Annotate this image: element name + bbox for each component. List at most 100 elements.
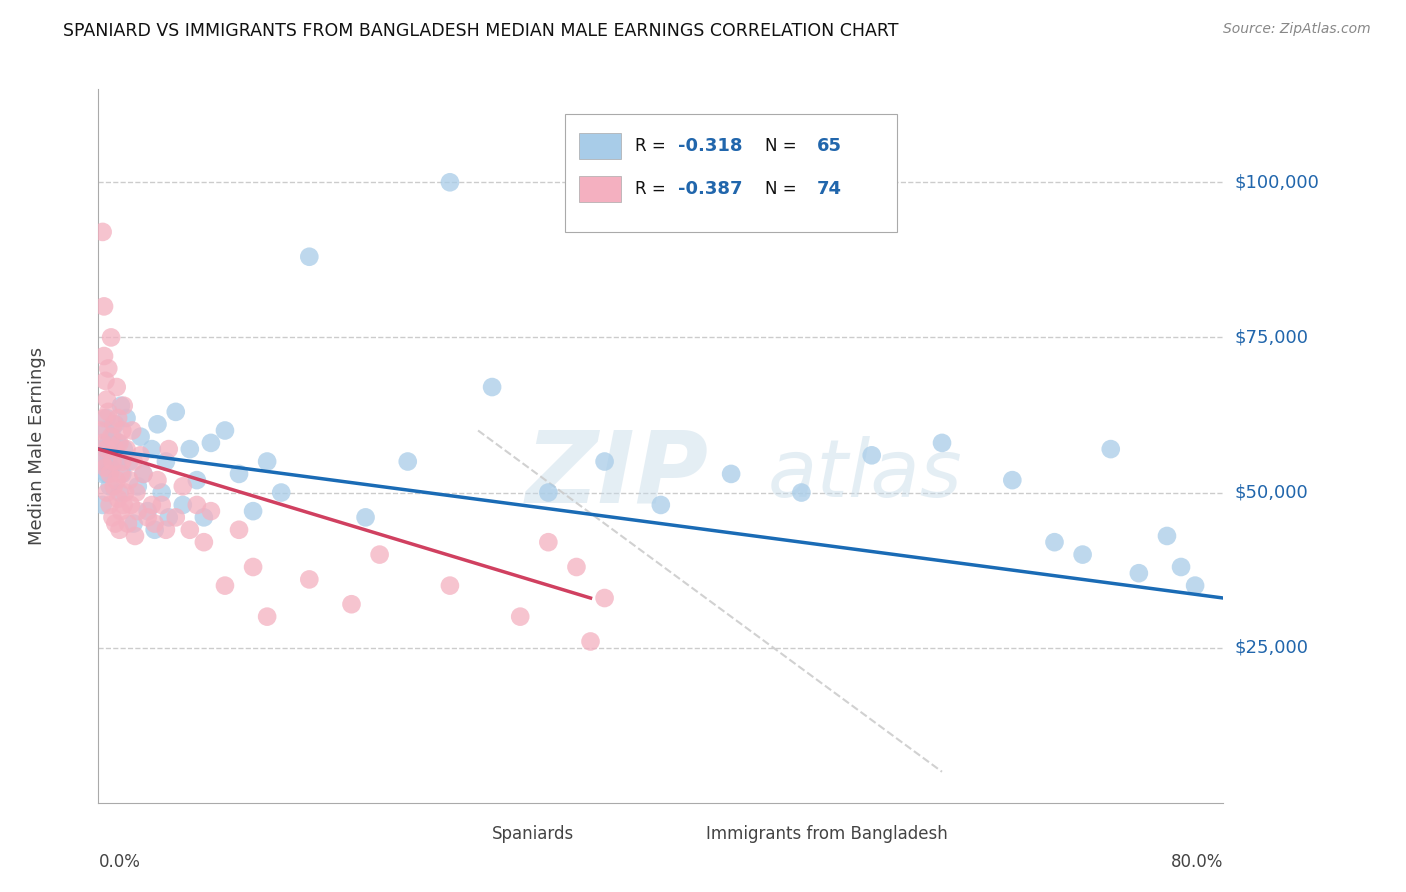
Point — [165, 405, 187, 419]
Point — [94, 460, 117, 475]
Point — [509, 609, 531, 624]
Point — [150, 498, 173, 512]
Point — [104, 442, 127, 456]
Point — [111, 467, 134, 481]
Point — [96, 485, 118, 500]
Point — [129, 430, 152, 444]
Point — [110, 399, 132, 413]
Point — [136, 510, 159, 524]
Point — [122, 516, 145, 531]
Text: atlas: atlas — [768, 435, 963, 514]
Point — [118, 473, 141, 487]
Point — [93, 349, 115, 363]
Point — [200, 436, 222, 450]
Point — [1128, 566, 1150, 581]
Point — [100, 430, 122, 444]
Text: $100,000: $100,000 — [1234, 173, 1319, 191]
Point — [481, 380, 503, 394]
Point — [91, 498, 114, 512]
Text: 80.0%: 80.0% — [1171, 853, 1223, 871]
Point — [105, 473, 128, 487]
Point — [256, 454, 278, 468]
Point — [150, 485, 173, 500]
Point — [117, 516, 139, 531]
Text: N =: N = — [765, 137, 803, 155]
Point — [172, 498, 194, 512]
Point — [90, 454, 112, 468]
Point — [107, 491, 129, 506]
Text: 65: 65 — [817, 137, 842, 155]
Text: N =: N = — [765, 180, 803, 198]
Point — [256, 609, 278, 624]
Point — [115, 411, 138, 425]
Point — [186, 473, 208, 487]
Point — [146, 417, 169, 432]
Point — [565, 560, 588, 574]
Point — [579, 634, 602, 648]
Point — [298, 250, 321, 264]
Point — [129, 448, 152, 462]
Point — [107, 436, 129, 450]
Point — [105, 380, 128, 394]
Point — [124, 529, 146, 543]
Point — [298, 573, 321, 587]
Point — [340, 597, 363, 611]
Point — [650, 498, 672, 512]
Point — [1170, 560, 1192, 574]
Bar — [669, 824, 700, 844]
Point — [103, 442, 125, 456]
Point — [101, 430, 124, 444]
Point — [193, 510, 215, 524]
Point — [97, 361, 120, 376]
Point — [97, 405, 120, 419]
Point — [121, 424, 143, 438]
Point — [114, 485, 136, 500]
Point — [122, 454, 145, 468]
Point — [186, 498, 208, 512]
Point — [105, 454, 128, 468]
Text: R =: R = — [636, 180, 671, 198]
Point — [593, 454, 616, 468]
Point — [103, 417, 125, 432]
Point — [593, 591, 616, 605]
Point — [90, 442, 112, 456]
Text: 0.0%: 0.0% — [98, 853, 141, 871]
Point — [1099, 442, 1122, 456]
Point — [98, 467, 121, 481]
Point — [89, 454, 111, 468]
Point — [1071, 548, 1094, 562]
Point — [101, 454, 124, 468]
Point — [228, 467, 250, 481]
Point — [93, 411, 115, 425]
Point — [107, 411, 129, 425]
Point — [132, 467, 155, 481]
Point — [108, 485, 131, 500]
Point — [91, 436, 114, 450]
Text: $50,000: $50,000 — [1234, 483, 1308, 501]
Point — [101, 510, 124, 524]
Bar — [579, 177, 621, 202]
Point — [110, 467, 132, 481]
Point — [214, 579, 236, 593]
Point — [155, 454, 177, 468]
Point — [100, 460, 122, 475]
Text: SPANIARD VS IMMIGRANTS FROM BANGLADESH MEDIAN MALE EARNINGS CORRELATION CHART: SPANIARD VS IMMIGRANTS FROM BANGLADESH M… — [63, 22, 898, 40]
Point — [157, 442, 180, 456]
Point — [860, 448, 883, 462]
Point — [179, 442, 201, 456]
Point — [93, 454, 115, 468]
Point — [537, 535, 560, 549]
Bar — [456, 824, 486, 844]
Point — [157, 510, 180, 524]
Text: Immigrants from Bangladesh: Immigrants from Bangladesh — [706, 825, 948, 843]
Point — [143, 516, 166, 531]
Point — [100, 330, 122, 344]
Point — [155, 523, 177, 537]
Point — [439, 175, 461, 189]
Point — [141, 498, 163, 512]
Text: Spaniards: Spaniards — [492, 825, 574, 843]
Text: 74: 74 — [817, 180, 842, 198]
Point — [127, 479, 149, 493]
Point — [146, 473, 169, 487]
Point — [98, 498, 121, 512]
